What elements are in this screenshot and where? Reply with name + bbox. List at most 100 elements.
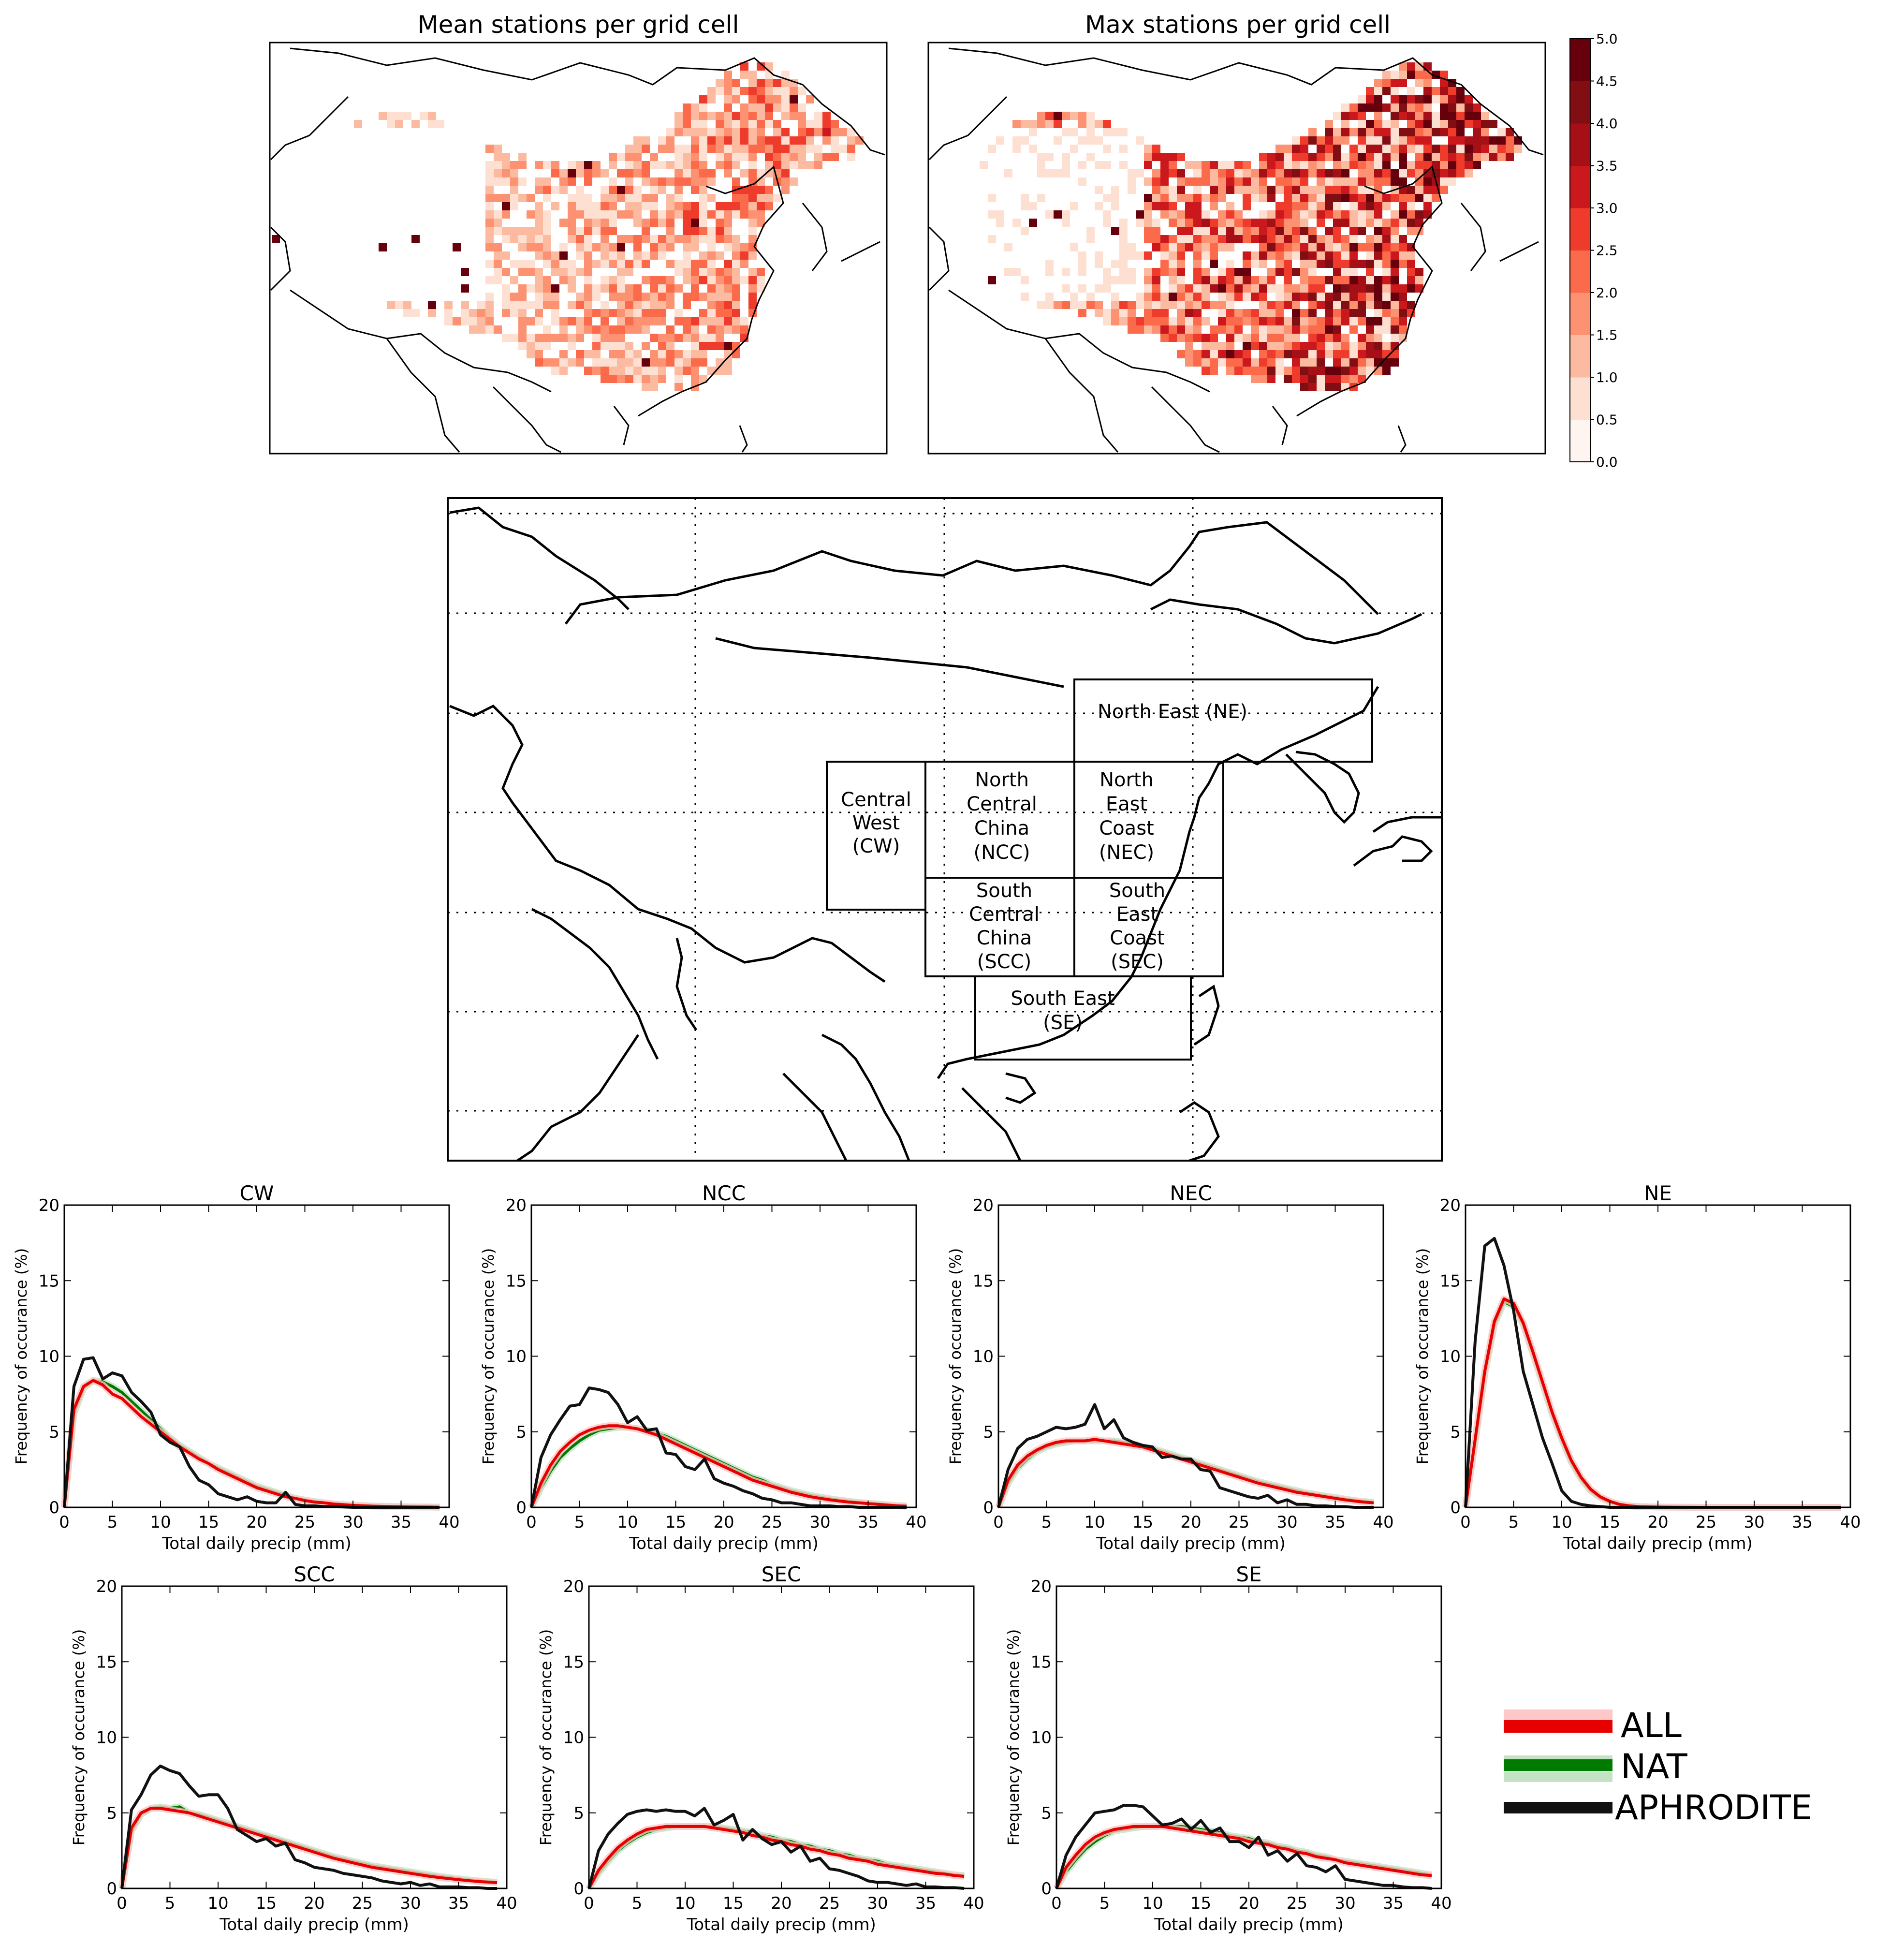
grid-cell — [666, 276, 674, 284]
grid-cell — [1349, 375, 1358, 383]
grid-cell — [584, 317, 592, 325]
grid-cell — [1308, 136, 1317, 145]
grid-cell — [724, 169, 732, 177]
chart-title: SCC — [293, 1562, 335, 1586]
x-tick-label: 20 — [304, 1894, 324, 1913]
grid-cell — [699, 161, 707, 169]
grid-cell — [683, 325, 691, 334]
grid-cell — [707, 194, 716, 202]
grid-cell — [757, 268, 765, 276]
grid-cell — [707, 136, 716, 145]
grid-cell — [559, 268, 568, 276]
grid-cell — [650, 177, 658, 186]
grid-cell — [1210, 350, 1218, 358]
grid-cell — [1152, 301, 1160, 309]
x-tick-label: 10 — [674, 1894, 695, 1913]
grid-cell — [1119, 268, 1128, 276]
grid-cell — [1226, 309, 1234, 317]
grid-cell — [748, 153, 757, 161]
y-tick-label: 10 — [39, 1347, 59, 1367]
x-tick-label: 25 — [1287, 1894, 1307, 1913]
grid-cell — [1144, 268, 1152, 276]
grid-cell — [1177, 293, 1185, 301]
x-tick-label: 40 — [1840, 1513, 1861, 1532]
grid-cell — [1317, 325, 1325, 334]
grid-cell — [716, 268, 724, 276]
grid-cell — [535, 227, 543, 235]
grid-cell — [1391, 71, 1399, 79]
grid-cell — [699, 202, 707, 210]
grid-cell — [1358, 210, 1366, 219]
grid-cell — [1423, 136, 1432, 145]
grid-cell — [1349, 243, 1358, 251]
grid-cell — [1415, 219, 1423, 227]
grid-cell — [1448, 87, 1456, 95]
grid-cell — [551, 186, 559, 194]
grid-cell — [699, 309, 707, 317]
grid-cell — [1325, 342, 1333, 350]
grid-cell — [485, 309, 494, 317]
grid-cell — [1465, 161, 1473, 169]
grid-cell — [1243, 358, 1251, 367]
grid-cell — [1267, 219, 1275, 227]
grid-cell — [1300, 243, 1308, 251]
grid-cell — [1218, 284, 1226, 293]
grid-cell — [1210, 235, 1218, 243]
grid-cell — [707, 145, 716, 153]
grid-cell — [584, 161, 592, 169]
grid-cell — [1193, 325, 1202, 334]
grid-cell — [527, 235, 535, 243]
grid-cell — [1210, 227, 1218, 235]
grid-cell — [1415, 284, 1423, 293]
grid-cell — [1358, 177, 1366, 186]
grid-cell — [666, 219, 674, 227]
grid-cell — [1349, 103, 1358, 112]
grid-cell — [1152, 169, 1160, 177]
grid-cell — [1095, 202, 1103, 210]
grid-cell — [691, 276, 699, 284]
grid-cell — [1185, 219, 1193, 227]
grid-cell — [576, 161, 584, 169]
grid-cell — [765, 186, 773, 194]
grid-cell — [1423, 153, 1432, 161]
grid-cell — [1308, 334, 1317, 342]
grid-cell — [1128, 169, 1136, 177]
grid-cell — [469, 325, 477, 334]
grid-cell — [1160, 161, 1169, 169]
grid-cell — [1259, 334, 1267, 342]
grid-cell — [1152, 309, 1160, 317]
grid-cell — [625, 325, 633, 334]
series-line-all — [63, 1379, 440, 1509]
grid-cell — [1366, 87, 1374, 95]
grid-cell — [650, 243, 658, 251]
grid-cell — [1300, 169, 1308, 177]
grid-cell — [403, 301, 411, 309]
grid-cell — [1202, 268, 1210, 276]
grid-cell — [1391, 301, 1399, 309]
grid-cell — [1144, 219, 1152, 227]
grid-cell — [1234, 227, 1243, 235]
grid-cell — [1407, 95, 1415, 103]
grid-cell — [1432, 112, 1440, 120]
grid-cell — [1267, 268, 1275, 276]
grid-cell — [674, 145, 683, 153]
grid-cell — [1062, 153, 1070, 161]
grid-cell — [1341, 169, 1349, 177]
grid-cell — [1341, 120, 1349, 128]
grid-cell — [1243, 309, 1251, 317]
grid-cell — [1333, 186, 1341, 194]
x-tick-label: 25 — [352, 1894, 373, 1913]
grid-cell — [428, 120, 436, 128]
grid-cell — [1423, 103, 1432, 112]
grid-cell — [674, 177, 683, 186]
grid-cell — [1275, 235, 1284, 243]
grid-cell — [576, 194, 584, 202]
grid-cell — [757, 120, 765, 128]
grid-cell — [1292, 227, 1300, 235]
grid-cell — [1391, 309, 1399, 317]
grid-cell — [748, 194, 757, 202]
grid-cell — [1358, 219, 1366, 227]
grid-cell — [1448, 103, 1456, 112]
grid-cell — [1210, 219, 1218, 227]
region-label-cw-line3: (CW) — [852, 835, 900, 857]
